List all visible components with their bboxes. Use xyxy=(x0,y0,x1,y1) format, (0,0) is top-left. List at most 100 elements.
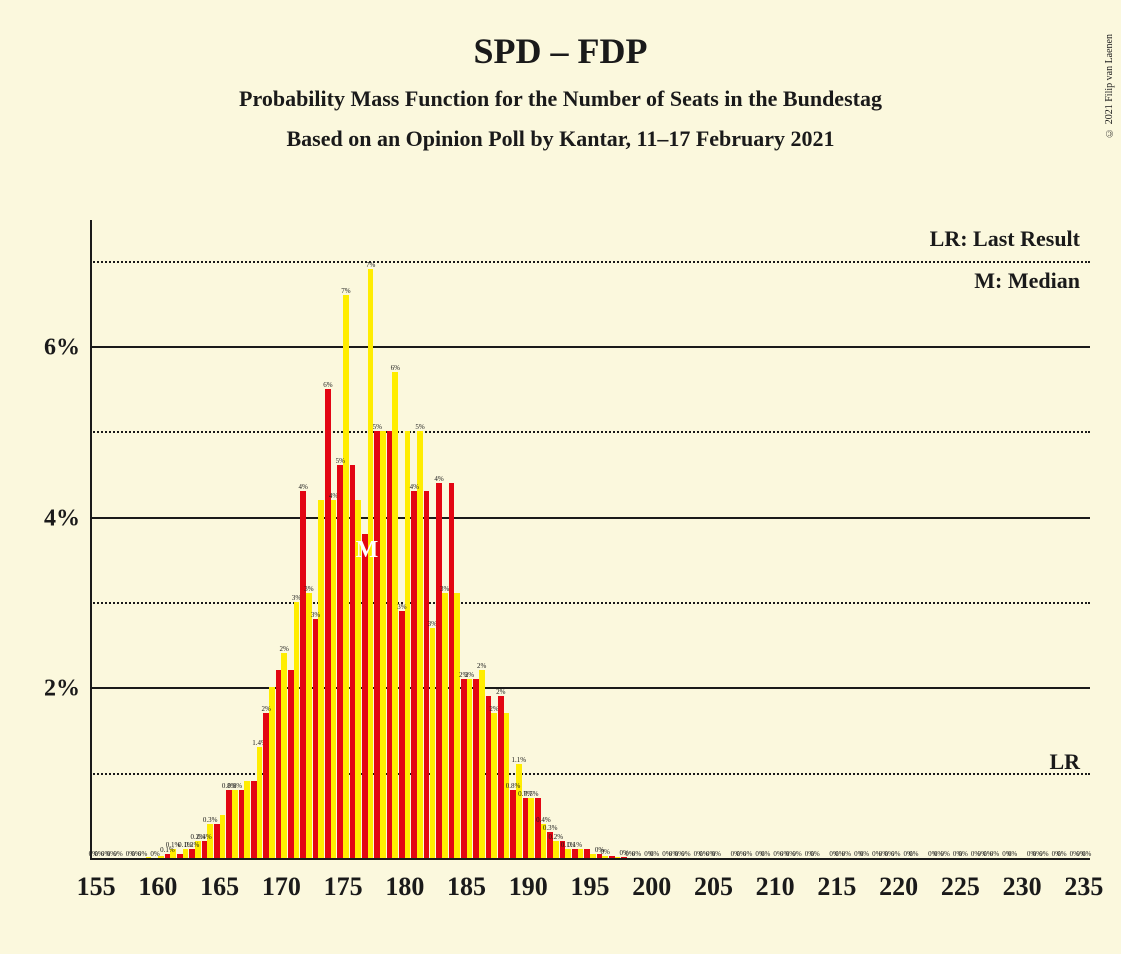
bar-yellow xyxy=(220,815,226,858)
gridline-minor xyxy=(90,602,1090,604)
bar-yellow xyxy=(516,764,522,858)
x-tick-label: 175 xyxy=(324,872,363,902)
bar-yellow xyxy=(430,628,436,858)
x-tick-label: 220 xyxy=(879,872,918,902)
bar-yellow xyxy=(565,849,571,858)
bar-label-yellow: 5% xyxy=(415,423,424,431)
bar-yellow xyxy=(269,687,275,858)
x-tick-label: 230 xyxy=(1003,872,1042,902)
bar-label-yellow: 0.2% xyxy=(549,833,564,841)
bar-yellow xyxy=(479,670,485,858)
bar-yellow xyxy=(257,747,263,858)
bar-label-yellow: 6% xyxy=(391,364,400,372)
bar-label-red: 0% xyxy=(632,850,641,858)
bar-label-yellow: 7% xyxy=(366,261,375,269)
bar-label-yellow: 0% xyxy=(909,850,918,858)
bar-label-yellow: 0% xyxy=(761,850,770,858)
bar-label-red: 0% xyxy=(138,850,147,858)
x-tick-label: 160 xyxy=(138,872,177,902)
plot-region: LR: Last ResultM: MedianLR15516016517017… xyxy=(90,220,1090,880)
x-tick-label: 215 xyxy=(817,872,856,902)
bar-label-yellow: 3% xyxy=(304,585,313,593)
bar-yellow xyxy=(380,431,386,858)
bar-label-yellow: 0% xyxy=(601,848,610,856)
bar-label-yellow: 0% xyxy=(1082,850,1091,858)
chart-subtitle-1: Probability Mass Function for the Number… xyxy=(0,86,1121,112)
y-tick-label: 4% xyxy=(44,505,80,532)
bar-label-yellow: 2% xyxy=(477,662,486,670)
bar-label-red: 0% xyxy=(113,850,122,858)
bar-yellow xyxy=(294,602,300,858)
bar-yellow xyxy=(331,500,337,858)
bar-yellow xyxy=(528,798,534,858)
bar-label-yellow: 0% xyxy=(1057,850,1066,858)
bar-yellow xyxy=(318,500,324,858)
bar-yellow xyxy=(602,856,608,858)
gridline-major xyxy=(90,346,1090,348)
bar-label-red: 4% xyxy=(410,483,419,491)
bar-yellow xyxy=(306,593,312,858)
x-tick-label: 195 xyxy=(571,872,610,902)
bar-label-yellow: 0% xyxy=(712,850,721,858)
bar-yellow xyxy=(590,854,596,858)
bar-label-red: 3% xyxy=(397,603,406,611)
bar-yellow xyxy=(281,653,287,858)
bar-label-red: 0.3% xyxy=(543,824,558,832)
bar-yellow xyxy=(207,824,213,858)
lr-marker: LR xyxy=(1049,749,1080,775)
y-tick-label: 2% xyxy=(44,676,80,703)
copyright-text: © 2021 Filip van Laenen xyxy=(1104,34,1115,138)
bar-yellow xyxy=(553,841,559,858)
bar-label-yellow: 7% xyxy=(341,287,350,295)
bar-label-red: 0% xyxy=(941,850,950,858)
gridline-major xyxy=(90,517,1090,519)
y-axis xyxy=(90,220,92,860)
x-tick-label: 210 xyxy=(756,872,795,902)
bar-label-yellow: 0% xyxy=(860,850,869,858)
x-tick-label: 235 xyxy=(1064,872,1103,902)
bar-label-yellow: 0.4% xyxy=(536,816,551,824)
gridline-minor xyxy=(90,431,1090,433)
bar-label-yellow: 0.8% xyxy=(228,782,243,790)
bar-label-red: 6% xyxy=(323,381,332,389)
bar-label-red: 0% xyxy=(681,850,690,858)
chart-title: SPD – FDP xyxy=(0,30,1121,72)
bar-label-red: 0% xyxy=(842,850,851,858)
bar-yellow xyxy=(454,593,460,858)
x-tick-label: 200 xyxy=(632,872,671,902)
bar-label-red: 2% xyxy=(262,705,271,713)
bar-label-red: 0.8% xyxy=(506,782,521,790)
bar-label-yellow: 0% xyxy=(1008,850,1017,858)
x-tick-label: 225 xyxy=(941,872,980,902)
y-tick-label: 6% xyxy=(44,335,80,362)
bar-yellow xyxy=(183,849,189,858)
bar-label-yellow: 0% xyxy=(810,850,819,858)
bar-label-red: 3% xyxy=(311,611,320,619)
bar-label-yellow: 1.1% xyxy=(511,756,526,764)
chart-subtitle-2: Based on an Opinion Poll by Kantar, 11–1… xyxy=(0,126,1121,152)
bar-yellow xyxy=(392,372,398,858)
bar-label-red: 0% xyxy=(891,850,900,858)
legend-lr: LR: Last Result xyxy=(930,226,1080,252)
bar-label-red: 5% xyxy=(336,457,345,465)
bar-label-red: 0.2% xyxy=(185,841,200,849)
bar-yellow xyxy=(244,781,250,858)
bar-yellow xyxy=(442,593,448,858)
bar-label-yellow: 2% xyxy=(465,671,474,679)
bar-label-red: 5% xyxy=(373,423,382,431)
bar-label-red: 0% xyxy=(1039,850,1048,858)
x-tick-label: 170 xyxy=(262,872,301,902)
x-tick-label: 165 xyxy=(200,872,239,902)
bar-label-red: 4% xyxy=(299,483,308,491)
bar-label-yellow: 0% xyxy=(959,850,968,858)
bar-yellow xyxy=(615,857,621,858)
bar-yellow xyxy=(578,849,584,858)
bar-label-red: 2% xyxy=(496,688,505,696)
bar-label-yellow: 0% xyxy=(650,850,659,858)
gridline-minor xyxy=(90,261,1090,263)
x-tick-label: 205 xyxy=(694,872,733,902)
bar-yellow xyxy=(467,679,473,858)
bar-label-red: 0.4% xyxy=(197,833,212,841)
x-tick-label: 190 xyxy=(509,872,548,902)
x-tick-label: 180 xyxy=(385,872,424,902)
